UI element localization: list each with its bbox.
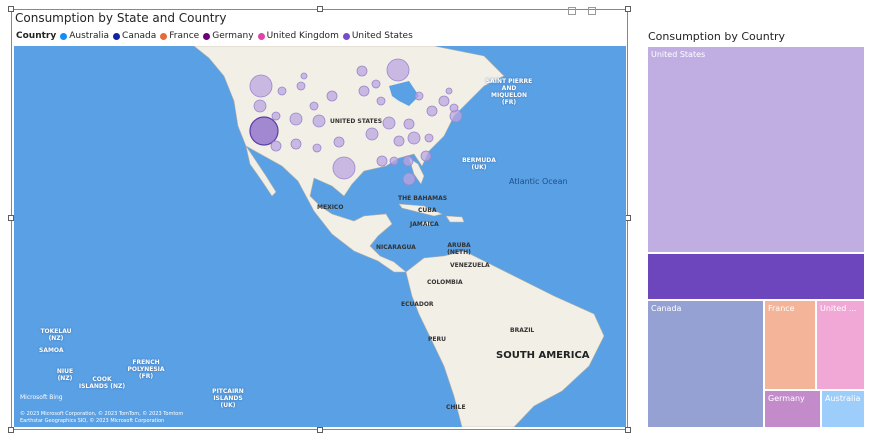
cuba-island <box>398 203 443 217</box>
map-visual[interactable]: Consumption by State and Country Country… <box>8 6 631 433</box>
map-label-chile: CHILE <box>446 404 466 411</box>
legend-label: France <box>169 31 200 41</box>
resize-handle-bottom-right[interactable] <box>625 427 631 433</box>
great-lakes <box>389 81 419 106</box>
legend-title: Country <box>16 31 57 41</box>
map-label-niue: NIUE (NZ) <box>56 368 74 382</box>
legend-item-united-states[interactable]: United States <box>342 31 413 41</box>
jamaica-island <box>421 222 431 226</box>
map-label-nicaragua: NICARAGUA <box>376 244 416 251</box>
map-label-bahamas: THE BAHAMAS <box>398 195 448 202</box>
legend-label: United States <box>351 31 413 41</box>
treemap-tile-germany[interactable]: Germany <box>764 390 821 428</box>
legend-dot-icon <box>342 32 350 40</box>
legend-item-australia[interactable]: Australia <box>60 31 109 41</box>
resize-handle-left[interactable] <box>8 215 14 221</box>
treemap-title: Consumption by Country <box>648 30 786 43</box>
tile-label: France <box>768 304 795 313</box>
map-title: Consumption by State and Country <box>15 11 227 25</box>
map-label-atlantic-ocean: Atlantic Ocean <box>509 177 568 186</box>
copyright-line-1: © 2023 Microsoft Corporation, © 2023 Tom… <box>20 411 184 417</box>
map-copyright: © 2023 Microsoft Corporation, © 2023 Tom… <box>20 411 183 425</box>
visual-header-icons <box>568 7 596 15</box>
map-label-cook-islands: COOK ISLANDS (NZ) <box>78 376 126 390</box>
legend-label: United Kingdom <box>266 31 339 41</box>
treemap-tile-united-states-highlight[interactable] <box>647 253 865 300</box>
south-america-landmass <box>405 250 605 427</box>
map-land-layer <box>193 46 605 427</box>
legend-item-france[interactable]: France <box>160 31 199 41</box>
treemap-visual[interactable]: United States Canada France United ... G… <box>647 46 865 428</box>
map-label-pitcairn: PITCAIRN ISLANDS (UK) <box>212 388 244 409</box>
map-label-south-america: SOUTH AMERICA <box>496 350 590 361</box>
map-label-cuba: CUBA <box>418 207 437 214</box>
map-label-united-states: UNITED STATES <box>330 118 383 125</box>
resize-handle-top-right[interactable] <box>625 6 631 12</box>
treemap-tile-canada[interactable]: Canada <box>647 300 764 428</box>
resize-handle-top-left[interactable] <box>8 6 14 12</box>
map-label-ecuador: ECUADOR <box>401 301 434 308</box>
map-canvas[interactable]: UNITED STATES MEXICO SAINT PIERRE AND MI… <box>14 46 626 427</box>
map-label-mexico: MEXICO <box>317 204 344 211</box>
resize-handle-bottom-left[interactable] <box>8 427 14 433</box>
tile-label: United States <box>651 50 706 59</box>
microsoft-bing-logo: Microsoft Bing <box>20 394 63 401</box>
us-state-bubbles <box>249 58 463 186</box>
map-label-jamaica: JAMAICA <box>410 221 439 228</box>
map-label-colombia: COLOMBIA <box>427 279 463 286</box>
treemap-tile-united-kingdom[interactable]: United ... <box>816 300 865 390</box>
legend-label: Canada <box>122 31 157 41</box>
resize-handle-bottom[interactable] <box>317 427 323 433</box>
map-label-saint-pierre: SAINT PIERRE AND MIQUELON (FR) <box>485 78 533 106</box>
legend-dot-icon <box>113 32 121 40</box>
treemap-tile-france[interactable]: France <box>764 300 816 390</box>
legend-dot-icon <box>203 32 211 40</box>
legend-item-germany[interactable]: Germany <box>203 31 254 41</box>
copyright-line-2: Earthstar Geographics SIO, © 2023 Micros… <box>20 418 165 424</box>
map-label-venezuela: VENEZUELA <box>450 262 490 269</box>
legend-label: Germany <box>212 31 254 41</box>
tile-label: Canada <box>651 304 682 313</box>
legend-item-canada[interactable]: Canada <box>113 31 156 41</box>
focus-mode-icon[interactable] <box>588 7 596 15</box>
map-label-peru: PERU <box>428 336 446 343</box>
baja-peninsula <box>245 145 277 197</box>
resize-handle-top[interactable] <box>317 6 323 12</box>
legend-label: Australia <box>69 31 110 41</box>
map-label-aruba: ARUBA (NETH) <box>447 242 471 256</box>
legend-item-united-kingdom[interactable]: United Kingdom <box>257 31 339 41</box>
map-legend: Country Australia Canada France Germany … <box>16 31 417 41</box>
map-label-bermuda: BERMUDA (UK) <box>462 157 496 171</box>
legend-dot-icon <box>257 32 265 40</box>
florida <box>408 157 425 185</box>
treemap-tile-united-states[interactable]: United States <box>647 46 865 253</box>
map-label-french-polynesia: FRENCH POLYNESIA (FR) <box>127 359 165 380</box>
map-label-samoa: SAMOA <box>39 347 64 354</box>
legend-dot-icon <box>60 32 68 40</box>
tile-label: Australia <box>825 394 861 403</box>
filter-icon[interactable] <box>568 7 576 15</box>
legend-dot-icon <box>160 32 168 40</box>
map-label-brazil: BRAZIL <box>510 327 535 334</box>
treemap-tile-australia[interactable]: Australia <box>821 390 865 428</box>
map-label-tokelau: TOKELAU (NZ) <box>40 328 72 342</box>
hispaniola-island <box>445 215 465 223</box>
tile-label: United ... <box>820 304 857 313</box>
tile-label: Germany <box>768 394 805 403</box>
